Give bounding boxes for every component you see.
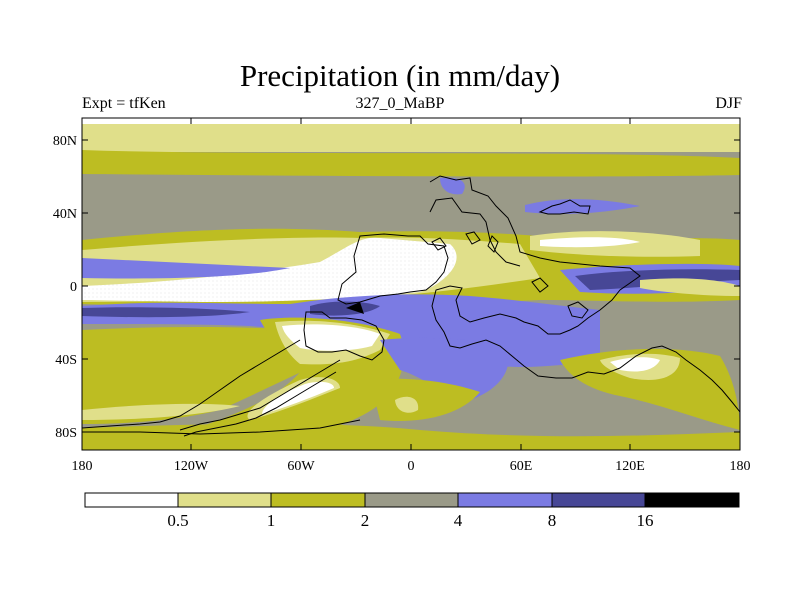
colorbar-swatch xyxy=(458,493,552,507)
outline-south-polar xyxy=(82,419,361,435)
outline-ne-block xyxy=(538,199,591,215)
latitude-labels: 80N 40N 0 40S 80S xyxy=(53,134,77,441)
continent-outlines xyxy=(82,175,740,437)
lat-label: 80S xyxy=(55,426,77,441)
experiment-label: Expt = tfKen xyxy=(82,95,166,112)
lat-label: 0 xyxy=(70,280,77,295)
field-north-olive xyxy=(82,150,740,177)
field-sh-blue-ocean xyxy=(380,337,509,400)
longitude-labels: 180 120W 60W 0 60E 120E 180 xyxy=(72,459,751,474)
lon-label: 0 xyxy=(408,459,415,474)
field-sh-pale-ocean xyxy=(395,396,419,413)
field-pale-east-eq xyxy=(640,278,740,296)
outline-island-1 xyxy=(431,237,447,251)
outline-southern-coast xyxy=(179,359,341,431)
lon-label: 120W xyxy=(174,459,209,474)
tick-marks xyxy=(82,118,740,450)
colorbar-swatch xyxy=(271,493,365,507)
field-sh-white-east xyxy=(610,357,660,372)
outline-africa-eurasia xyxy=(429,175,740,413)
field-black-core xyxy=(346,302,364,314)
outline-west-continent xyxy=(337,233,449,305)
colorbar-label: 16 xyxy=(637,511,654,530)
colorbar-label: 8 xyxy=(548,511,557,530)
colorbar-label: 0.5 xyxy=(167,511,188,530)
lat-label: 40N xyxy=(53,207,77,222)
lon-label: 60E xyxy=(510,459,533,474)
field-sh-olive-south xyxy=(82,423,740,450)
time-label: 327_0_MaBP xyxy=(355,95,445,112)
lon-label: 180 xyxy=(72,459,93,474)
field-sh-olive xyxy=(82,327,340,424)
colorbar-swatch xyxy=(552,493,645,507)
field-blue-north xyxy=(440,177,465,195)
colorbar-swatch xyxy=(85,493,178,507)
colorbar-frame xyxy=(84,492,740,508)
map-title: Precipitation (in mm/day) xyxy=(239,58,561,93)
outline-island-5 xyxy=(531,277,549,293)
outline-southern-coast-2 xyxy=(183,371,337,437)
outline-southwest-coast xyxy=(82,339,301,429)
field-sh-olive-east xyxy=(560,348,740,430)
map-field xyxy=(82,118,740,450)
outline-island-4 xyxy=(567,301,589,319)
colorbar-swatch xyxy=(645,493,739,507)
lon-label: 60W xyxy=(287,459,315,474)
field-sh-olive-ocean xyxy=(370,378,480,421)
field-white-east xyxy=(540,237,640,248)
lon-label: 180 xyxy=(730,459,751,474)
colorbar-label: 2 xyxy=(361,511,370,530)
colorbar-label: 1 xyxy=(267,511,276,530)
lon-label: 120E xyxy=(615,459,645,474)
field-blue-band-west xyxy=(82,258,290,279)
field-navy-band-west xyxy=(82,307,250,318)
lat-label: 80N xyxy=(53,134,77,149)
outline-island-2 xyxy=(465,231,481,245)
colorbar-swatch xyxy=(178,493,271,507)
colorbar: 0.5 1 2 4 8 16 xyxy=(84,492,740,530)
outline-southwest-block xyxy=(303,311,385,361)
colorbar-swatch xyxy=(365,493,458,507)
colorbar-label: 4 xyxy=(454,511,463,530)
outline-island-3 xyxy=(487,235,499,253)
field-sh-white xyxy=(282,324,380,351)
lat-label: 40S xyxy=(55,353,77,368)
season-label: DJF xyxy=(715,95,742,112)
field-blue-ne xyxy=(525,199,640,214)
outline-north-block xyxy=(429,197,521,267)
field-sh-pale-west xyxy=(82,403,240,420)
